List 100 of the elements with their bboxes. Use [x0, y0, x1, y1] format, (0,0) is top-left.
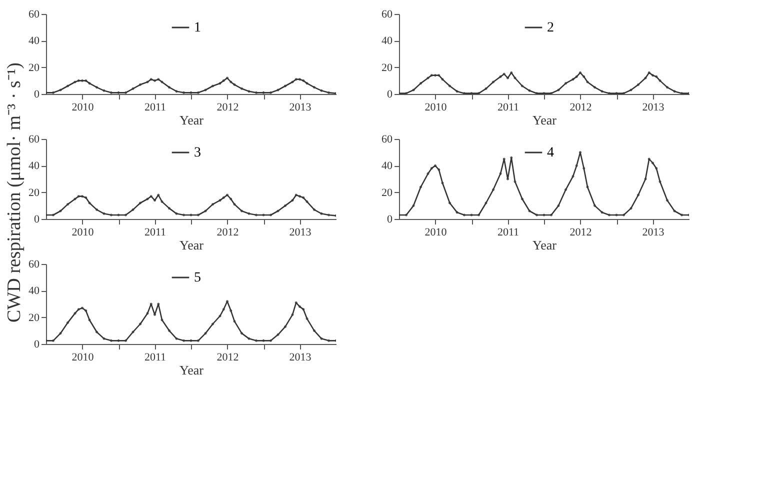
- y-tick-label: 60: [28, 134, 40, 146]
- point: [499, 75, 502, 78]
- point: [600, 211, 604, 214]
- point: [222, 196, 225, 199]
- point: [233, 203, 236, 206]
- point: [658, 180, 662, 183]
- point: [157, 194, 160, 196]
- point: [600, 90, 604, 93]
- x-tick-label: 2012: [570, 226, 592, 238]
- point: [320, 212, 323, 215]
- point: [456, 90, 458, 93]
- point: [150, 302, 152, 306]
- point: [175, 90, 178, 93]
- point: [157, 302, 160, 306]
- point: [222, 79, 225, 82]
- point: [84, 79, 88, 82]
- point: [575, 164, 578, 167]
- point: [291, 313, 294, 316]
- point: [59, 332, 62, 335]
- point: [658, 79, 662, 82]
- point: [294, 301, 298, 304]
- legend-label: 2: [547, 20, 554, 36]
- y-tick-label: 60: [28, 258, 40, 270]
- point: [160, 318, 164, 322]
- point: [132, 330, 134, 334]
- point: [77, 308, 80, 311]
- x-tick-label: 2012: [216, 102, 239, 114]
- point: [294, 194, 298, 196]
- x-axis-title: Year: [180, 112, 204, 128]
- point: [74, 80, 76, 84]
- x-axis-title: Year: [180, 362, 204, 378]
- point: [88, 202, 91, 204]
- point: [557, 204, 560, 207]
- y-tick-label: 40: [382, 160, 393, 172]
- point: [502, 158, 506, 160]
- x-tick-label: 2013: [289, 102, 312, 114]
- point: [218, 199, 222, 202]
- x-tick-label: 2011: [144, 226, 166, 238]
- y-tick-label: 20: [382, 62, 393, 74]
- point: [218, 314, 222, 318]
- point: [102, 89, 106, 92]
- point: [175, 212, 178, 215]
- point: [175, 337, 178, 340]
- point: [673, 210, 676, 212]
- point: [630, 207, 632, 210]
- point: [230, 198, 232, 200]
- y-tick-label: 0: [387, 88, 393, 100]
- point: [306, 317, 308, 320]
- y-tick-label: 0: [34, 338, 40, 350]
- point: [438, 168, 440, 171]
- point: [510, 71, 513, 74]
- point: [456, 211, 458, 214]
- point: [222, 308, 225, 311]
- point: [233, 320, 236, 323]
- x-tick-label: 2010: [72, 352, 94, 364]
- legend-label: 4: [547, 146, 554, 160]
- x-tick-label: 2010: [72, 226, 94, 238]
- point: [150, 195, 152, 198]
- point: [84, 309, 88, 312]
- point: [586, 186, 589, 188]
- point: [204, 332, 207, 335]
- x-tick-label: 2011: [497, 226, 520, 238]
- y-tick-label: 40: [28, 285, 40, 298]
- point: [586, 80, 589, 84]
- point: [291, 199, 294, 202]
- point: [644, 178, 647, 180]
- x-axis-title: Year: [532, 112, 558, 128]
- point: [426, 172, 430, 175]
- y-tick-label: 40: [28, 35, 40, 48]
- point: [441, 78, 444, 81]
- point: [291, 80, 294, 84]
- point: [438, 74, 440, 77]
- x-tick-label: 2010: [424, 226, 448, 238]
- point: [572, 175, 574, 178]
- y-tick-label: 40: [28, 160, 40, 172]
- point: [204, 210, 207, 212]
- point: [132, 87, 134, 90]
- x-tick-label: 2013: [289, 352, 312, 364]
- x-tick-label: 2011: [497, 102, 520, 114]
- point: [655, 167, 658, 170]
- x-tick-label: 2013: [289, 226, 312, 238]
- legend-label: 3: [194, 146, 201, 160]
- x-tick-label: 2013: [642, 102, 665, 114]
- legend-label: 1: [194, 20, 201, 36]
- point: [77, 195, 80, 198]
- x-tick-label: 2010: [72, 102, 94, 114]
- point: [132, 208, 134, 211]
- point: [528, 210, 531, 212]
- point: [276, 88, 280, 92]
- point: [306, 82, 308, 85]
- point: [248, 212, 250, 215]
- point: [306, 200, 308, 203]
- point: [102, 337, 106, 340]
- point: [248, 337, 250, 340]
- point: [582, 75, 586, 78]
- point: [484, 202, 488, 204]
- point: [430, 74, 433, 77]
- point: [582, 167, 586, 170]
- point: [102, 212, 106, 215]
- x-tick-label: 2011: [144, 352, 166, 364]
